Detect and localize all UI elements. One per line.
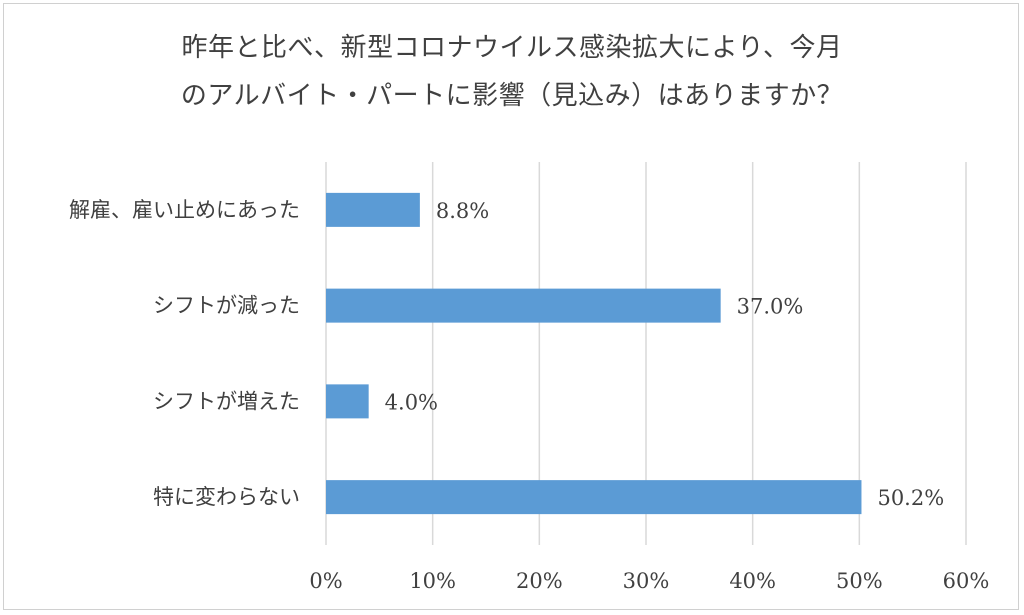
category-label: 解雇、雇い止めにあった: [69, 198, 300, 222]
x-tick-label: 10%: [409, 569, 456, 593]
bar: [326, 384, 369, 419]
bar: [326, 192, 420, 227]
value-label: 50.2%: [877, 486, 944, 510]
x-tick-label: 60%: [943, 569, 990, 593]
category-label: 特に変わらない: [153, 485, 300, 509]
chart-title-line-2: のアルバイト・パートに影響（見込み）はありますか？: [180, 81, 844, 111]
bar: [326, 480, 862, 515]
value-label: 37.0%: [737, 295, 804, 319]
x-tick-label: 0%: [309, 569, 342, 593]
value-label: 8.8%: [436, 199, 489, 223]
bars: [326, 192, 862, 515]
chart-title-line-1: 昨年と比べ、新型コロナウイルス感染拡大により、今月: [181, 33, 843, 63]
value-labels: 8.8% 37.0% 4.0% 50.2%: [385, 199, 945, 510]
x-tick-label: 50%: [836, 569, 883, 593]
x-tick-label: 20%: [516, 569, 563, 593]
category-label: シフトが減った: [153, 294, 300, 318]
x-tick-label: 30%: [623, 569, 670, 593]
chart-title: 昨年と比べ、新型コロナウイルス感染拡大により、今月 のアルバイト・パートに影響（…: [0, 24, 1024, 120]
x-axis-ticks: 0% 10% 20% 30% 40% 50% 60%: [309, 569, 989, 593]
x-tick-label: 40%: [729, 569, 776, 593]
category-label: シフトが増えた: [153, 389, 300, 413]
bar: [326, 288, 721, 323]
value-label: 4.0%: [385, 390, 438, 414]
